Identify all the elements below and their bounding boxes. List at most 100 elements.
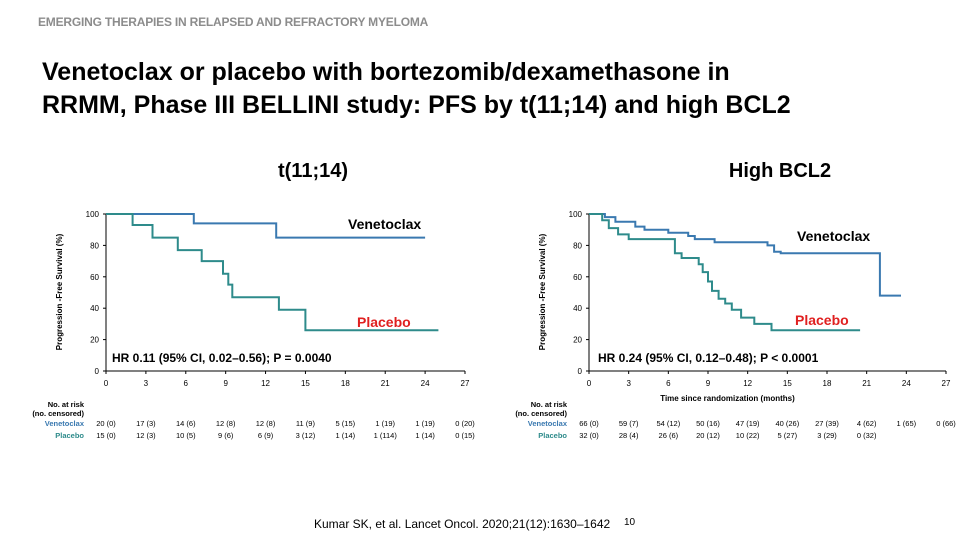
risk-cell: 50 (16) bbox=[696, 419, 720, 428]
risk-cell: 20 (0) bbox=[96, 419, 116, 428]
x-tick-label: 15 bbox=[783, 379, 792, 388]
risk-row-label: Placebo bbox=[538, 431, 567, 440]
risk-table-subtitle: (no. censored) bbox=[515, 409, 567, 418]
risk-cell: 10 (5) bbox=[176, 431, 196, 440]
risk-table-subtitle: (no. censored) bbox=[32, 409, 84, 418]
legend-venetoclax: Venetoclax bbox=[797, 228, 870, 244]
x-tick-label: 21 bbox=[381, 379, 390, 388]
risk-cell: 15 (0) bbox=[96, 431, 116, 440]
risk-cell: 3 (12) bbox=[296, 431, 316, 440]
risk-cell: 1 (19) bbox=[375, 419, 395, 428]
risk-cell: 12 (3) bbox=[136, 431, 156, 440]
risk-cell: 5 (15) bbox=[336, 419, 356, 428]
x-tick-label: 0 bbox=[587, 379, 592, 388]
risk-table-title: No. at risk bbox=[48, 400, 85, 409]
risk-cell: 28 (4) bbox=[619, 431, 639, 440]
legend-venetoclax: Venetoclax bbox=[348, 216, 421, 232]
chart-title-t1114: t(11;14) bbox=[277, 160, 349, 182]
risk-cell: 12 (8) bbox=[256, 419, 276, 428]
x-tick-label: 6 bbox=[184, 379, 189, 388]
risk-cell: 5 (27) bbox=[778, 431, 798, 440]
risk-row-label: Placebo bbox=[55, 431, 84, 440]
y-axis-label: Progression -Free Survival (%) bbox=[538, 233, 547, 350]
risk-cell: 12 (8) bbox=[216, 419, 236, 428]
x-tick-label: 21 bbox=[862, 379, 871, 388]
x-tick-label: 27 bbox=[461, 379, 470, 388]
x-tick-label: 3 bbox=[144, 379, 149, 388]
x-tick-label: 6 bbox=[666, 379, 671, 388]
risk-cell: 0 (20) bbox=[455, 419, 475, 428]
x-tick-label: 3 bbox=[626, 379, 631, 388]
km-line-placebo bbox=[106, 213, 439, 332]
x-tick-label: 15 bbox=[301, 379, 310, 388]
y-tick-label: 40 bbox=[90, 304, 99, 313]
x-tick-label: 0 bbox=[104, 379, 109, 388]
risk-cell: 17 (3) bbox=[136, 419, 156, 428]
x-tick-label: 18 bbox=[341, 379, 350, 388]
km-line-venetoclax bbox=[106, 213, 426, 239]
risk-cell: 47 (19) bbox=[736, 419, 760, 428]
x-tick-label: 12 bbox=[743, 379, 752, 388]
page-number: 10 bbox=[624, 517, 636, 528]
y-tick-label: 0 bbox=[578, 367, 583, 376]
risk-cell: 10 (22) bbox=[736, 431, 760, 440]
risk-cell: 26 (6) bbox=[659, 431, 679, 440]
risk-cell: 1 (65) bbox=[897, 419, 917, 428]
risk-cell: 0 (66) bbox=[936, 419, 956, 428]
risk-cell: 54 (12) bbox=[656, 419, 680, 428]
citation: Kumar SK, et al. Lancet Oncol. 2020;21(1… bbox=[314, 517, 611, 531]
y-tick-label: 0 bbox=[95, 367, 100, 376]
slide-header: EMERGING THERAPIES IN RELAPSED AND REFRA… bbox=[38, 15, 429, 29]
y-tick-label: 40 bbox=[573, 304, 582, 313]
risk-cell: 1 (14) bbox=[336, 431, 356, 440]
risk-cell: 20 (12) bbox=[696, 431, 720, 440]
x-tick-label: 24 bbox=[421, 379, 430, 388]
risk-cell: 59 (7) bbox=[619, 419, 639, 428]
risk-cell: 3 (29) bbox=[817, 431, 837, 440]
y-tick-label: 60 bbox=[573, 273, 582, 282]
hr-annotation: HR 0.11 (95% CI, 0.02–0.56); P = 0.0040 bbox=[112, 351, 332, 365]
risk-cell: 11 (9) bbox=[296, 419, 316, 428]
risk-cell: 1 (14) bbox=[415, 431, 435, 440]
risk-cell: 9 (6) bbox=[218, 431, 234, 440]
risk-cell: 27 (39) bbox=[815, 419, 839, 428]
risk-cell: 32 (0) bbox=[579, 431, 599, 440]
x-tick-label: 9 bbox=[223, 379, 228, 388]
risk-row-label: Venetoclax bbox=[528, 419, 568, 428]
x-tick-label: 27 bbox=[942, 379, 951, 388]
risk-cell: 4 (62) bbox=[857, 419, 877, 428]
risk-table-title: No. at risk bbox=[531, 400, 568, 409]
x-tick-label: 9 bbox=[706, 379, 711, 388]
slide-title: Venetoclax or placebo with bortezomib/de… bbox=[42, 56, 942, 122]
y-tick-label: 100 bbox=[86, 210, 100, 219]
y-tick-label: 80 bbox=[90, 241, 99, 250]
x-axis-label: Time since randomization (months) bbox=[660, 394, 795, 403]
risk-cell: 14 (6) bbox=[176, 419, 196, 428]
km-line-placebo bbox=[589, 213, 861, 332]
legend-placebo: Placebo bbox=[795, 312, 849, 328]
hr-annotation: HR 0.24 (95% CI, 0.12–0.48); P < 0.0001 bbox=[598, 351, 819, 365]
y-tick-label: 80 bbox=[573, 241, 582, 250]
y-axis-label: Progression -Free Survival (%) bbox=[55, 233, 64, 350]
km-line-venetoclax bbox=[589, 213, 901, 297]
y-tick-label: 20 bbox=[90, 336, 99, 345]
y-tick-label: 100 bbox=[569, 210, 583, 219]
x-tick-label: 12 bbox=[261, 379, 270, 388]
x-tick-label: 18 bbox=[823, 379, 832, 388]
legend-placebo: Placebo bbox=[357, 314, 411, 330]
risk-row-label: Venetoclax bbox=[45, 419, 85, 428]
chart-title-high-bcl2: High BCL2 bbox=[728, 160, 832, 182]
x-tick-label: 24 bbox=[902, 379, 911, 388]
risk-cell: 0 (15) bbox=[455, 431, 475, 440]
title-line-1: Venetoclax or placebo with bortezomib/de… bbox=[42, 58, 730, 86]
risk-cell: 0 (32) bbox=[857, 431, 877, 440]
risk-cell: 40 (26) bbox=[775, 419, 799, 428]
risk-cell: 1 (19) bbox=[415, 419, 435, 428]
risk-cell: 1 (114) bbox=[374, 431, 398, 440]
y-tick-label: 20 bbox=[573, 336, 582, 345]
y-tick-label: 60 bbox=[90, 273, 99, 282]
title-line-2: RRMM, Phase III BELLINI study: PFS by t(… bbox=[42, 91, 791, 119]
risk-cell: 6 (9) bbox=[258, 431, 274, 440]
risk-cell: 66 (0) bbox=[579, 419, 599, 428]
